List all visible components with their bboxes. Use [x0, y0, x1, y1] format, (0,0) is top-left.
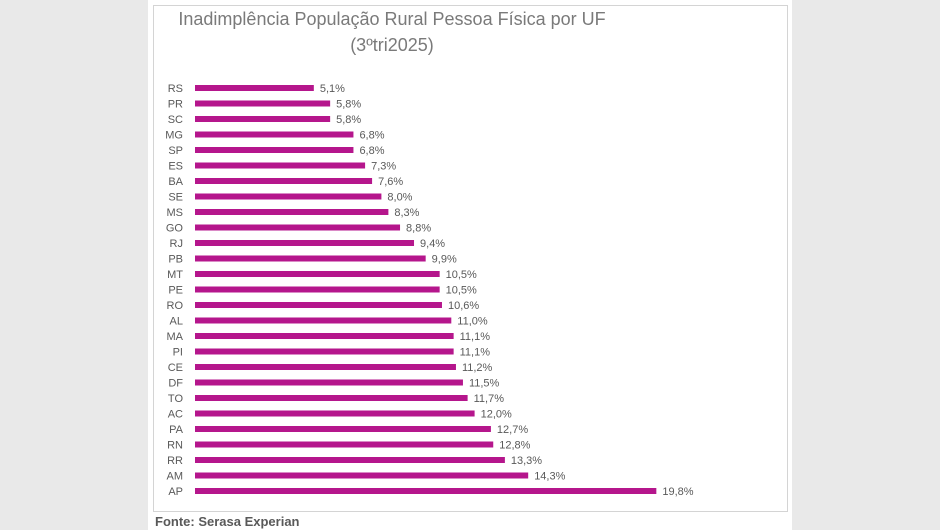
category-label: MS	[167, 207, 184, 219]
data-label: 11,2%	[462, 362, 493, 374]
category-label: RO	[167, 300, 184, 312]
source-note: Fonte: Serasa Experian	[155, 514, 300, 529]
category-label: SP	[168, 145, 183, 157]
category-label: PI	[173, 347, 183, 359]
bar	[195, 348, 454, 355]
category-label: ES	[168, 161, 183, 173]
data-label: 5,1%	[320, 83, 345, 95]
category-label: MA	[167, 331, 184, 343]
data-label: 5,8%	[336, 99, 361, 111]
category-label: MG	[165, 130, 183, 142]
data-label: 7,3%	[371, 161, 396, 173]
bar	[195, 472, 529, 479]
category-label: AL	[170, 316, 183, 328]
category-label: PA	[169, 424, 184, 436]
data-label: 10,5%	[446, 285, 477, 297]
bar	[195, 317, 452, 324]
data-label: 8,0%	[387, 192, 412, 204]
data-label: 19,8%	[662, 486, 693, 498]
bar	[195, 209, 389, 215]
data-label: 9,9%	[432, 254, 457, 266]
category-label: PR	[168, 99, 183, 111]
bar	[195, 193, 382, 200]
data-label: 6,8%	[359, 145, 384, 157]
bar	[195, 131, 354, 138]
data-label: 10,5%	[446, 269, 477, 281]
bar	[195, 488, 657, 494]
data-label: 8,3%	[394, 207, 419, 219]
bar	[195, 178, 373, 184]
category-label: RS	[168, 83, 183, 95]
category-label: AP	[168, 486, 183, 498]
data-label: 11,7%	[474, 393, 505, 405]
bar	[195, 255, 426, 262]
chart-title: Inadimplência População Rural Pessoa Fís…	[178, 9, 605, 29]
bar	[195, 240, 415, 246]
data-label: 7,6%	[378, 176, 403, 188]
category-label: TO	[168, 393, 184, 405]
bar	[195, 147, 354, 153]
category-label: GO	[166, 223, 184, 235]
category-label: SC	[168, 114, 183, 126]
bar	[195, 271, 440, 277]
bar	[195, 457, 505, 463]
bar	[195, 100, 331, 107]
data-label: 12,8%	[499, 440, 530, 452]
data-label: 11,1%	[460, 331, 491, 343]
bar-chart: Inadimplência População Rural Pessoa Fís…	[165, 9, 693, 498]
bar	[195, 364, 456, 370]
category-label: PB	[168, 254, 183, 266]
category-label: AC	[168, 409, 183, 421]
data-label: 8,8%	[406, 223, 431, 235]
category-label: RR	[167, 455, 183, 467]
bar	[195, 116, 331, 122]
data-label: 12,7%	[497, 424, 528, 436]
bar	[195, 302, 442, 308]
data-label: 12,0%	[481, 409, 512, 421]
category-label: RN	[167, 440, 183, 452]
bar	[195, 426, 491, 432]
bar	[195, 224, 401, 231]
data-label: 11,1%	[460, 347, 491, 359]
data-label: 11,5%	[469, 378, 500, 390]
data-label: 10,6%	[448, 300, 479, 312]
plot-area: RS 5,1% PR 5,8% SC 5,8% MG 6,8% SP 6,8% ES 7,3% BA 7,…	[165, 83, 693, 498]
data-label: 9,4%	[420, 238, 445, 250]
category-label: MT	[167, 269, 183, 281]
chart-subtitle: (3ºtri2025)	[350, 35, 434, 55]
data-label: 14,3%	[534, 471, 565, 483]
category-label: PE	[168, 285, 183, 297]
category-label: AM	[167, 471, 184, 483]
bar	[195, 379, 463, 386]
category-label: CE	[168, 362, 183, 374]
bar	[195, 410, 475, 417]
data-label: 11,0%	[457, 316, 488, 328]
bar	[195, 441, 494, 448]
category-label: RJ	[170, 238, 183, 250]
chart-area: Inadimplência População Rural Pessoa Fís…	[153, 5, 788, 512]
bar	[195, 286, 440, 293]
data-label: 5,8%	[336, 114, 361, 126]
data-label: 6,8%	[359, 130, 384, 142]
bar	[195, 162, 366, 169]
data-label: 13,3%	[511, 455, 542, 467]
category-label: DF	[168, 378, 183, 390]
category-label: BA	[168, 176, 183, 188]
bar	[195, 85, 314, 91]
category-label: SE	[168, 192, 183, 204]
bar	[195, 333, 454, 339]
bar	[195, 395, 468, 401]
page: Inadimplência População Rural Pessoa Fís…	[148, 0, 792, 530]
